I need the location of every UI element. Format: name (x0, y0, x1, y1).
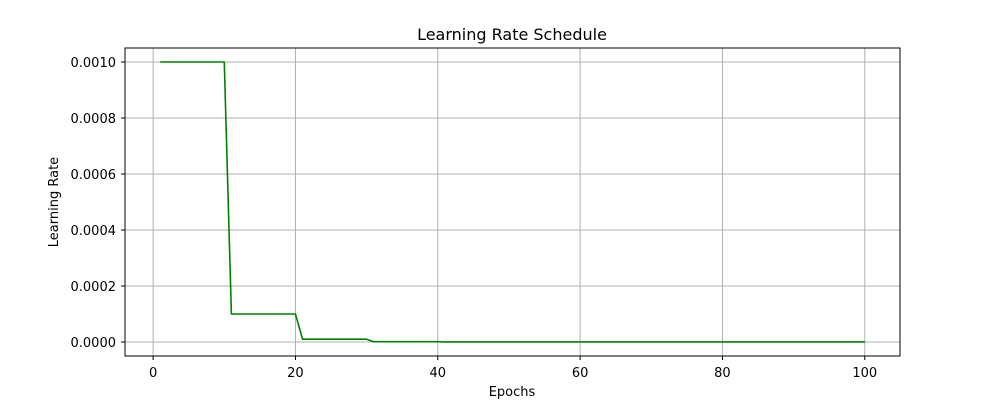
y-tick-label: 0.0006 (71, 168, 117, 183)
x-tick-label: 100 (852, 366, 877, 381)
x-axis-label: Epochs (489, 385, 536, 400)
y-tick-label: 0.0000 (71, 336, 117, 351)
learning-rate-line (160, 61, 865, 343)
y-tick-label: 0.0002 (71, 280, 117, 295)
x-tick-label: 20 (287, 366, 304, 381)
x-tick-label: 40 (430, 366, 447, 381)
y-tick-label: 0.0004 (71, 224, 117, 239)
x-tick-label: 60 (572, 366, 589, 381)
y-tick-label: 0.0010 (71, 56, 117, 71)
y-axis-label: Learning Rate (47, 157, 62, 247)
x-tick-label: 0 (149, 366, 157, 381)
chart-title: Learning Rate Schedule (417, 25, 607, 44)
tick-layer: 0 20 40 60 80 100 0.0000 0.0002 0.0004 0.0006 0.00… (71, 56, 878, 381)
y-tick-label: 0.0008 (71, 112, 117, 127)
grid-layer (125, 48, 900, 356)
line-layer (160, 61, 865, 343)
x-tick-label: 80 (714, 366, 731, 381)
plot-frame (124, 47, 901, 357)
